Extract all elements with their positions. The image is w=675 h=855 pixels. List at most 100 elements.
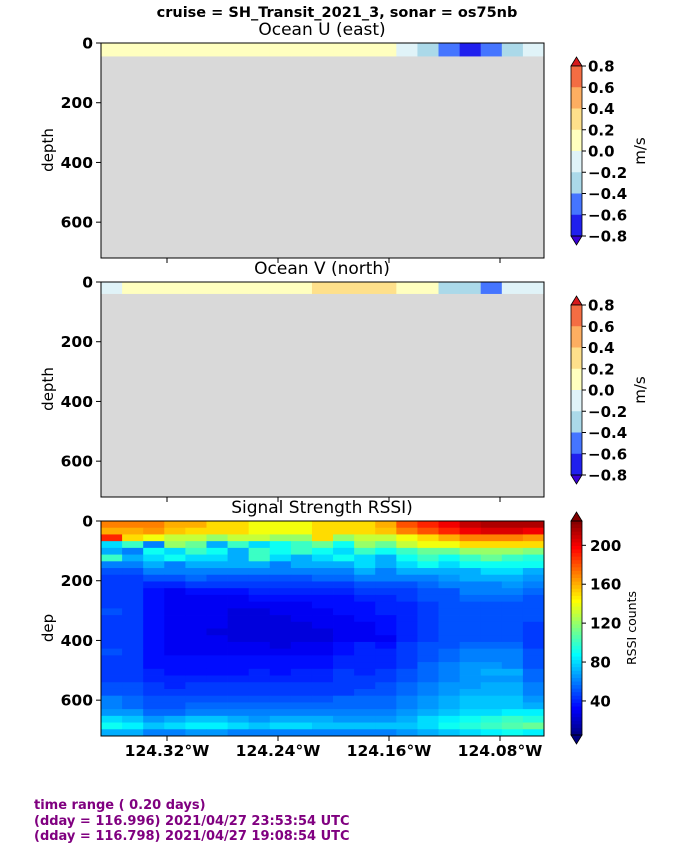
- rssi-cell: [206, 554, 228, 562]
- rssi-cell: [122, 729, 144, 737]
- rssi-cell: [101, 635, 123, 643]
- rssi-cell: [311, 527, 334, 535]
- rssi-cell: [438, 709, 461, 717]
- rssi-cell: [206, 568, 228, 576]
- rssi-cell: [438, 635, 461, 643]
- colorbar-step: [571, 628, 582, 632]
- rssi-cell: [375, 715, 397, 723]
- rssi-cell: [311, 594, 334, 603]
- rssi-cell: [459, 688, 482, 697]
- rssi-cell: [438, 655, 461, 663]
- colorbar-extend-bottom: [570, 235, 583, 246]
- rssi-cell: [480, 594, 503, 603]
- colorbar-tick-label: −0.2: [588, 164, 627, 182]
- rssi-cell: [459, 675, 482, 683]
- rssi-cell: [311, 675, 334, 683]
- colorbar-tick-label: −0.8: [588, 467, 627, 485]
- rssi-cell: [522, 688, 545, 697]
- rssi-cell: [311, 561, 334, 569]
- colorbar-step: [571, 556, 582, 561]
- colorbar-step: [571, 560, 582, 565]
- rssi-cell: [143, 534, 165, 542]
- rssi-cell: [227, 668, 250, 676]
- rssi-cell: [375, 561, 397, 569]
- rssi-cell: [375, 655, 397, 663]
- rssi-cell: [354, 608, 376, 616]
- rssi-cell: [354, 541, 376, 549]
- colorbar-bin: [571, 305, 582, 327]
- rssi-cell: [311, 682, 334, 690]
- colorbar-step: [571, 606, 582, 611]
- rssi-cell: [227, 615, 250, 623]
- rssi-cell: [164, 621, 186, 629]
- rssi-cell: [143, 655, 165, 663]
- rssi-cell: [185, 547, 207, 555]
- rssi-cell: [101, 621, 123, 629]
- colorbar-step: [571, 667, 582, 672]
- rssi-cell: [501, 695, 524, 703]
- rssi-cell: [248, 594, 271, 603]
- rssi-cell: [143, 702, 165, 710]
- colorbar-tick-label: 0.0: [588, 143, 615, 161]
- rssi-cell: [333, 702, 355, 710]
- rssi-cell: [290, 641, 313, 650]
- colorbar-step: [571, 570, 582, 575]
- rssi-cell: [269, 594, 292, 603]
- rssi-cell: [522, 695, 545, 703]
- velocity-cell: [480, 43, 503, 57]
- rssi-cell: [311, 695, 334, 703]
- rssi-cell: [480, 668, 503, 676]
- colorbar-step: [571, 656, 582, 661]
- rssi-cell: [227, 702, 250, 710]
- rssi-cell: [311, 568, 334, 576]
- rssi-cell: [522, 702, 545, 710]
- rssi-cell: [206, 581, 228, 589]
- rssi-cell: [459, 541, 482, 549]
- rssi-cell: [480, 648, 503, 656]
- colorbar-step: [571, 545, 582, 550]
- rssi-cell: [438, 688, 461, 697]
- rssi-cell: [227, 554, 250, 562]
- rssi-cell: [333, 662, 355, 670]
- rssi-cell: [248, 641, 271, 650]
- rssi-cell: [522, 527, 545, 535]
- rssi-cell: [522, 581, 545, 589]
- rssi-cell: [122, 709, 144, 717]
- rssi-cell: [248, 702, 271, 710]
- rssi-cell: [417, 547, 439, 555]
- rssi-cell: [269, 574, 292, 582]
- rssi-cell: [101, 588, 123, 596]
- rssi-cell: [143, 715, 165, 723]
- colorbar-step: [571, 588, 582, 593]
- y-tick-label: 400: [61, 393, 94, 411]
- rssi-cell: [269, 709, 292, 717]
- colorbar-tick-label: 0.8: [588, 297, 615, 315]
- y-tick-label: 600: [61, 692, 94, 710]
- velocity-cell: [501, 282, 524, 294]
- rssi-cell: [143, 695, 165, 703]
- rssi-cell: [227, 547, 250, 555]
- y-tick-label: 200: [61, 333, 94, 351]
- rssi-cell: [101, 615, 123, 623]
- rssi-cell: [396, 541, 418, 549]
- rssi-cell: [269, 608, 292, 616]
- colorbar-tick-label: −0.4: [588, 424, 627, 442]
- rssi-cell: [290, 541, 313, 549]
- rssi-cell: [290, 574, 313, 582]
- velocity-cell: [206, 282, 229, 294]
- rssi-cell: [417, 695, 439, 703]
- rssi-cell: [206, 715, 228, 723]
- rssi-cell: [143, 615, 165, 623]
- x-tick-label: 124.08°W: [458, 742, 543, 760]
- x-tick-label: 124.16°W: [347, 742, 432, 760]
- colorbar-bin: [571, 326, 582, 348]
- velocity-cell: [122, 43, 144, 57]
- colorbar-step: [571, 645, 582, 650]
- x-tick-marks: [166, 258, 501, 263]
- rssi-cell: [101, 688, 123, 697]
- rssi-cell: [164, 695, 186, 703]
- rssi-cell: [459, 588, 482, 596]
- rssi-cell: [206, 588, 228, 596]
- rssi-cell: [396, 561, 418, 569]
